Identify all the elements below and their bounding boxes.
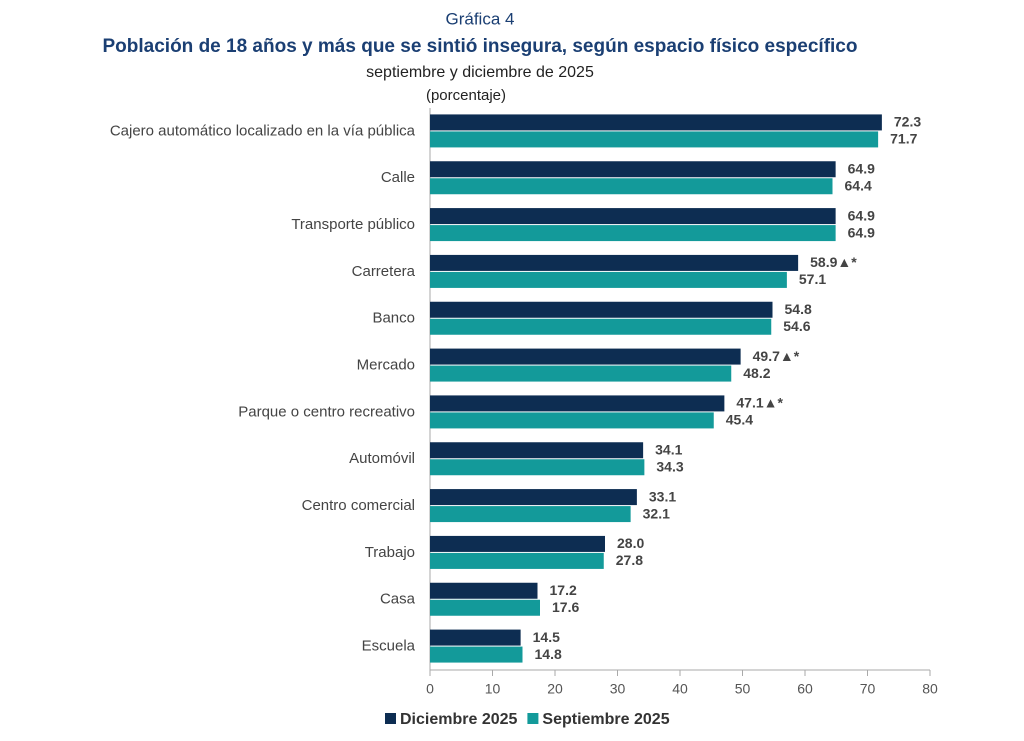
bar [430,208,836,225]
category-label: Mercado [357,357,415,374]
legend-label: Diciembre 2025 [400,711,518,728]
bar [430,552,604,569]
bar [430,629,521,646]
bar [430,459,645,476]
value-label: 14.8 [535,646,562,662]
bar [430,348,741,365]
value-label: 28.0 [617,535,644,551]
category-label: Banco [372,310,415,327]
x-tick-label: 60 [797,681,813,697]
bar [430,412,714,429]
value-label: 45.4 [726,412,753,428]
value-label: 32.1 [643,505,670,521]
x-tick-label: 40 [672,681,688,697]
category-label: Parque o centro recreativo [238,403,415,420]
value-label: 71.7 [890,131,917,147]
x-tick-label: 70 [860,681,876,697]
legend-swatch [527,713,539,724]
category-label: Trabajo [365,544,415,561]
value-label: 64.9 [848,160,875,176]
bar [430,506,631,523]
bar [430,535,605,552]
value-label: 48.2 [743,365,770,381]
category-label: Transporte público [291,216,415,233]
value-label: 47.1▲* [736,395,783,411]
chart-subtitle: septiembre y diciembre de 2025 [366,64,594,81]
x-tick-label: 80 [922,681,938,697]
category-label: Calle [381,169,415,186]
value-label: 34.3 [656,458,683,474]
bar [430,442,644,459]
legend-swatch [385,713,396,724]
legend-label: Septiembre 2025 [542,711,669,728]
x-tick-label: 20 [547,681,563,697]
bar [430,161,836,178]
unit-label: (porcentaje) [426,87,506,104]
bar [430,131,879,148]
value-label: 17.2 [550,582,577,598]
category-label: Escuela [362,638,416,655]
bar [430,254,799,271]
bar [430,395,725,412]
bar [430,318,772,335]
bar [430,365,732,382]
value-label: 17.6 [552,599,579,615]
chart-title: Población de 18 años y más que se sintió… [103,36,858,57]
x-tick-label: 0 [426,681,434,697]
category-label: Casa [380,591,416,608]
value-label: 14.5 [533,629,560,645]
value-label: 57.1 [799,271,826,287]
value-label: 54.6 [783,318,810,334]
value-label: 33.1 [649,488,676,504]
value-label: 64.4 [845,177,872,193]
x-tick-label: 30 [610,681,626,697]
bar [430,646,523,663]
category-label: Cajero automático localizado en la vía p… [110,122,416,139]
bar [430,114,882,131]
bar [430,599,540,616]
value-label: 49.7▲* [753,348,800,364]
bar [430,489,637,506]
value-label: 72.3 [894,114,921,130]
bar [430,178,833,195]
bar [430,225,836,242]
value-label: 64.9 [848,207,875,223]
value-label: 34.1 [655,441,682,457]
value-label: 64.9 [848,224,875,240]
x-tick-label: 10 [485,681,501,697]
bar [430,301,773,318]
chart-label: Gráfica 4 [446,9,515,28]
bar [430,582,538,599]
category-label: Carretera [352,263,416,280]
category-label: Automóvil [349,450,415,467]
value-label: 27.8 [616,552,643,568]
value-label: 54.8 [785,301,812,317]
category-label: Centro comercial [302,497,415,514]
value-label: 58.9▲* [810,254,857,270]
x-tick-label: 50 [735,681,751,697]
bar [430,271,787,288]
